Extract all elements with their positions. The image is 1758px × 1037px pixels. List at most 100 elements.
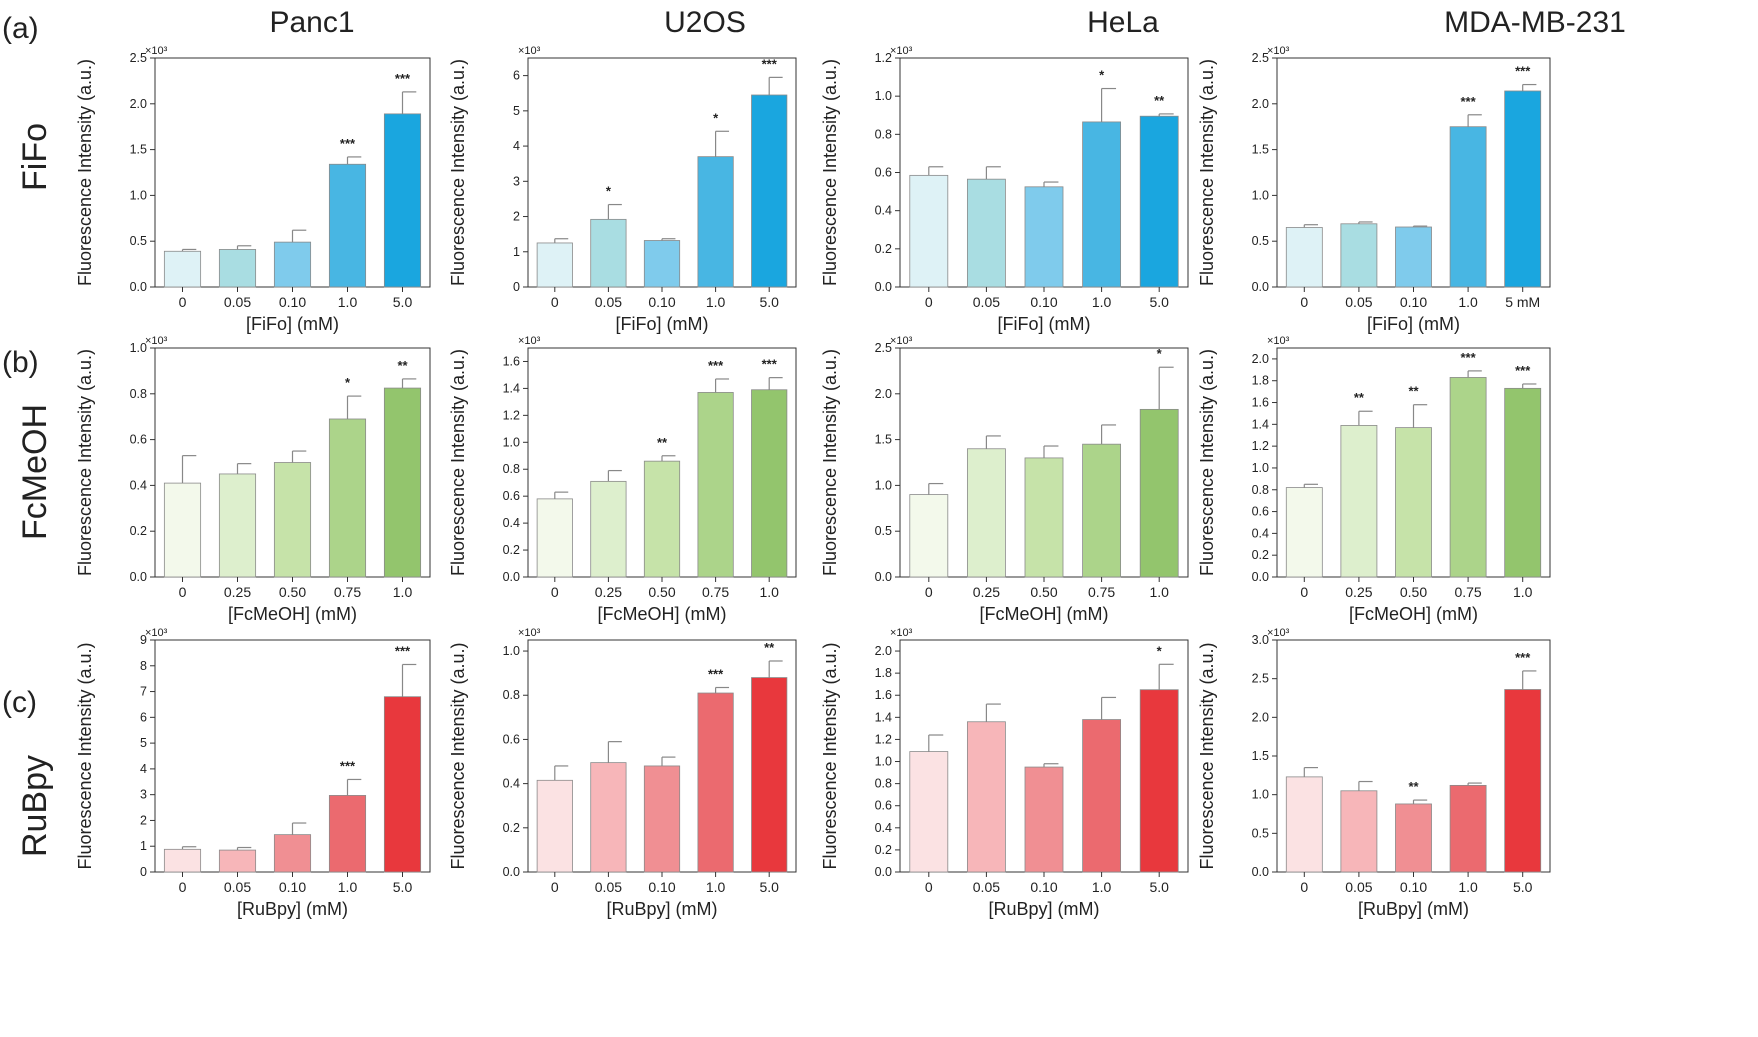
bar	[643, 765, 681, 873]
y-tick-label: 0.8	[1252, 483, 1269, 497]
x-tick-label: 0.05	[1345, 294, 1372, 310]
x-tick-label: 5.0	[1149, 294, 1169, 310]
y-multiplier: ×10³	[1267, 627, 1290, 639]
y-tick-label: 1	[513, 245, 520, 259]
x-axis-label: [FiFo] (mM)	[616, 314, 709, 334]
bar	[1395, 226, 1432, 288]
y-tick-label: 1.0	[503, 644, 520, 658]
x-tick-label: 0.10	[648, 879, 675, 895]
x-tick-label: 0.25	[1345, 584, 1372, 600]
y-tick-label: 7	[140, 685, 147, 699]
y-multiplier: ×10³	[1267, 335, 1290, 347]
bar	[697, 692, 734, 873]
y-axis-label: Fluorescence Intensity (a.u.)	[820, 349, 840, 576]
significance-label: **	[1154, 93, 1165, 108]
y-tick-label: 2.5	[130, 51, 147, 65]
y-tick-label: 1.2	[875, 51, 892, 65]
y-tick-label: 1.4	[875, 710, 892, 724]
bar	[273, 241, 312, 288]
col-title-mda: MDA-MB-231	[1444, 6, 1626, 39]
x-tick-label: 1.0	[1513, 584, 1533, 600]
y-tick-label: 1.0	[875, 478, 892, 492]
panel-letter-a: (a)	[2, 12, 39, 45]
significance-label: ***	[340, 136, 356, 151]
significance-label: ***	[762, 56, 778, 71]
x-tick-label: 0.10	[279, 879, 306, 895]
y-tick-label: 2	[513, 210, 520, 224]
y-tick-label: 2.0	[130, 97, 147, 111]
y-tick-label: 2.0	[1252, 352, 1269, 366]
chart-8: 0 1 2 3 4 5 6 7 8 9×10³ Fluorescence Intensity (a.…	[75, 627, 431, 919]
x-tick-label: 0.50	[279, 584, 306, 600]
y-tick-label: 0.0	[503, 865, 520, 879]
y-tick-label: 0.8	[875, 777, 892, 791]
y-tick-label: 0.5	[130, 234, 147, 248]
x-tick-label: 0.05	[973, 879, 1000, 895]
y-tick-label: 0.0	[1252, 865, 1269, 879]
chart-2: 0.0 0.2 0.4 0.6 0.8 1.0 1.2×10³ Fluorescence In…	[820, 45, 1189, 334]
y-tick-label: 0.6	[503, 732, 520, 746]
x-tick-label: 0	[1300, 294, 1308, 310]
y-tick-label: 0.4	[875, 821, 892, 835]
bar	[643, 460, 681, 578]
y-multiplier: ×10³	[518, 627, 541, 639]
y-tick-label: 4	[140, 762, 147, 776]
bar	[1285, 487, 1323, 578]
y-tick-label: 2.0	[875, 387, 892, 401]
y-tick-label: 0.0	[875, 280, 892, 294]
y-axis-label: Fluorescence Intensity (a.u.)	[448, 349, 468, 576]
bar	[643, 240, 681, 288]
y-tick-label: 2.0	[1252, 710, 1269, 724]
bar	[1285, 776, 1323, 873]
y-tick-label: 4	[513, 139, 520, 153]
y-tick-label: 0.0	[503, 570, 520, 584]
y-tick-label: 1.2	[1252, 439, 1269, 453]
bar	[1340, 790, 1378, 873]
y-tick-label: 1.4	[503, 381, 520, 395]
y-tick-label: 0.4	[130, 478, 147, 492]
x-axis-label: [FiFo] (mM)	[246, 314, 339, 334]
col-title-hela: HeLa	[1087, 6, 1159, 39]
chart-5: 0.0 0.2 0.4 0.6 0.8 1.0 1.2 1.4 1.6 ×10³ Fluoresce…	[448, 335, 797, 624]
panel-letter-b: (b)	[2, 346, 39, 379]
y-tick-label: 3	[140, 788, 147, 802]
y-tick-label: 0	[513, 280, 520, 294]
x-tick-label: 0.05	[595, 294, 622, 310]
y-tick-label: 0.8	[503, 688, 520, 702]
chart-9: 0.0 0.2 0.4 0.6 0.8 1.0 ×10³ Fluorescence Inten…	[448, 627, 797, 919]
bar	[383, 696, 422, 873]
y-axis-label: Fluorescence Intensity (a.u.)	[75, 349, 95, 576]
significance-label: **	[657, 435, 668, 450]
chart-1: 0 1 2 3 4 5 6 ×10³ Fluorescence Intensity (a.u.)…	[448, 45, 797, 334]
charts-grid: 0.0 0.5 1.0 1.5 2.0 2.5 ×10³ Fluorescence Inten…	[75, 45, 1551, 919]
x-tick-label: 0.10	[279, 294, 306, 310]
bar	[1340, 223, 1378, 288]
y-tick-label: 1.6	[1252, 396, 1269, 410]
y-tick-label: 0.0	[130, 280, 147, 294]
y-tick-label: 0.8	[503, 462, 520, 476]
significance-label: *	[713, 110, 719, 125]
y-tick-label: 1.8	[875, 666, 892, 680]
y-tick-label: 0.5	[1252, 234, 1269, 248]
bar	[163, 482, 202, 578]
y-tick-label: 0.8	[875, 127, 892, 141]
bar	[273, 462, 312, 578]
significance-label: *	[1157, 643, 1163, 658]
row-label-fcmeoh: FcMeOH	[16, 404, 54, 540]
x-tick-label: 0.25	[595, 584, 622, 600]
y-tick-label: 0.2	[130, 524, 147, 538]
y-tick-label: 0.5	[875, 524, 892, 538]
bar	[697, 156, 734, 288]
y-tick-label: 1.6	[503, 354, 520, 368]
y-tick-label: 1.5	[130, 143, 147, 157]
x-tick-label: 1.0	[1458, 879, 1478, 895]
bar	[1504, 387, 1542, 578]
chart-3: 0.0 0.5 1.0 1.5 2.0 2.5×10³ Fluorescence Inten…	[1197, 45, 1551, 334]
y-tick-label: 0.8	[130, 387, 147, 401]
y-axis-label: Fluorescence Intensity (a.u.)	[1197, 642, 1217, 869]
bar	[383, 387, 422, 578]
bar	[536, 498, 573, 578]
x-tick-label: 5.0	[759, 879, 779, 895]
significance-label: *	[345, 375, 351, 390]
x-tick-label: 0	[551, 584, 559, 600]
